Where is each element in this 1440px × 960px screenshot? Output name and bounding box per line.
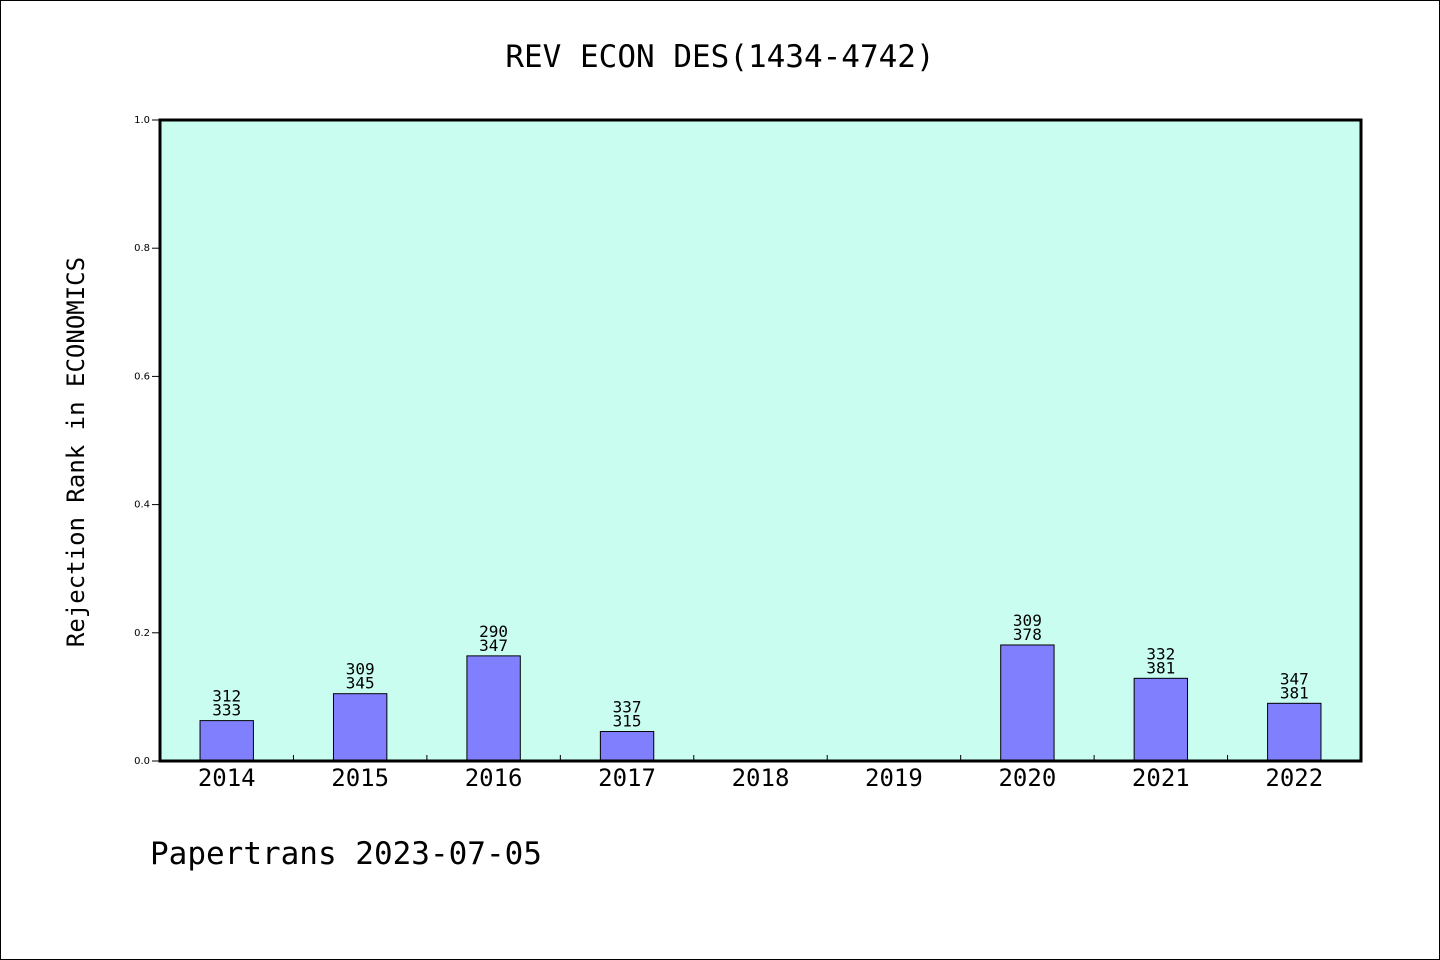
x-tick-label: 2014 xyxy=(198,764,256,792)
bar-label-top: 347 xyxy=(1280,669,1309,688)
bar-2020 xyxy=(1000,644,1055,762)
x-tick-label: 2019 xyxy=(865,764,923,792)
chart-title: REV ECON DES(1434-4742) xyxy=(505,39,934,75)
bar-2022 xyxy=(1267,702,1322,762)
y-tick-label: 0.0 xyxy=(134,756,150,767)
x-tick-label: 2016 xyxy=(465,764,523,792)
bar-2015 xyxy=(332,693,388,762)
x-tick-label: 2021 xyxy=(1132,764,1190,792)
y-tick-label: 0.8 xyxy=(134,243,150,254)
x-tick-label: 2015 xyxy=(331,764,389,792)
bar-label-bottom: 381 xyxy=(1280,683,1309,702)
x-tick-label: 2017 xyxy=(598,764,656,792)
x-axis: 2014 2015 2016 2017 2018 2019 2020 2021 2022 xyxy=(198,755,1323,792)
bar-label-bottom: 347 xyxy=(479,636,508,655)
y-axis-label: Rejection Rank in ECONOMICS xyxy=(62,257,90,647)
y-axis: 0.0 0.2 0.4 0.6 0.8 1.0 xyxy=(134,115,160,767)
x-tick-label: 2020 xyxy=(998,764,1056,792)
footer-text: Papertrans 2023-07-05 xyxy=(150,836,542,872)
y-tick-label: 0.2 xyxy=(134,628,150,639)
bar-label-bottom: 378 xyxy=(1013,625,1042,644)
bar-2017 xyxy=(599,731,655,762)
bar-label-top: 337 xyxy=(613,698,642,717)
bar-label-bottom: 315 xyxy=(613,712,642,731)
y-tick-label: 0.4 xyxy=(134,500,150,511)
x-tick-label: 2018 xyxy=(732,764,790,792)
x-tick-label: 2022 xyxy=(1265,764,1323,792)
plot-border xyxy=(158,118,1363,763)
bar-label-top: 309 xyxy=(346,660,375,679)
bars: 3123333093452903473373153093783323813473… xyxy=(199,611,1322,762)
bar-label-top: 332 xyxy=(1146,644,1175,663)
bar-2021 xyxy=(1133,677,1189,762)
y-tick-label: 0.6 xyxy=(134,371,150,382)
bar-2014 xyxy=(199,720,254,762)
bar-label-bottom: 381 xyxy=(1146,658,1175,677)
plot-area xyxy=(160,120,1361,761)
bar-2016 xyxy=(466,655,521,762)
bar-label-bottom: 345 xyxy=(346,674,375,693)
y-tick-label: 1.0 xyxy=(134,115,150,126)
bar-label-bottom: 333 xyxy=(212,701,241,720)
bar-label-top: 309 xyxy=(1013,611,1042,630)
bar-label-top: 290 xyxy=(479,622,508,641)
bar-label-top: 312 xyxy=(212,687,241,706)
